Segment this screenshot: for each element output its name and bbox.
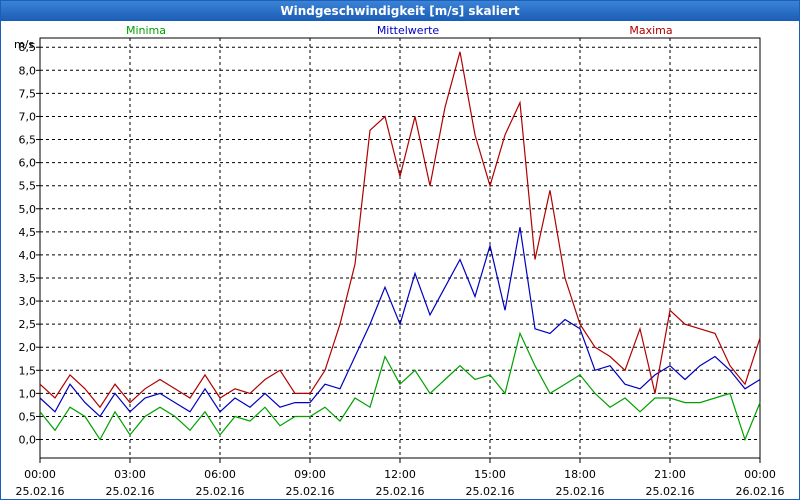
y-tick-label: 0,5 [19,410,37,423]
x-axis-labels: 00:00 25.02.16 03:00 25.02.16 06:00 25.02.16 0… [16,468,785,498]
series-line-mittelwerte [39,227,761,418]
y-tick-label: 1,5 [19,364,37,377]
y-tick-label: 5,0 [19,203,37,216]
x-tick-time: 00:00 [744,468,776,481]
x-tick-time: 03:00 [114,468,146,481]
window-title: Windgeschwindigkeit [m/s] skaliert [1,1,799,21]
y-tick-label: 5,5 [19,180,37,193]
x-tick-time: 18:00 [564,468,596,481]
x-tick-date: 25.02.16 [196,485,245,498]
y-tick-label: 4,5 [19,226,37,239]
y-tick-label: 8,5 [19,41,37,54]
x-tick-date: 25.02.16 [16,485,65,498]
y-tick-label: 7,5 [19,87,37,100]
y-tick-label: 4,0 [19,249,37,262]
x-tick-time: 12:00 [384,468,416,481]
y-tick-label: 6,5 [19,134,37,147]
y-tick-label: 7,0 [19,110,37,123]
legend-maxima: Maxima [629,24,672,37]
x-tick-time: 00:00 [24,468,56,481]
y-tick-label: 8,0 [19,64,37,77]
x-tick-date: 25.02.16 [106,485,155,498]
y-axis-unit: m/s [14,38,34,51]
y-tick-label: 2,5 [19,318,37,331]
x-tick-time: 15:00 [474,468,506,481]
y-tick-label: 0,0 [19,434,37,447]
x-tick-time: 21:00 [654,468,686,481]
x-tick-date: 25.02.16 [286,485,335,498]
series-line-maxima [39,51,761,409]
x-tick-date: 25.02.16 [466,485,515,498]
y-tick-label: 3,5 [19,272,37,285]
x-tick-date: 25.02.16 [646,485,695,498]
y-tick-label: 6,0 [19,157,37,170]
legend-mittelwerte: Mittelwerte [377,24,440,37]
x-tick-time: 06:00 [204,468,236,481]
series-line-minima [39,331,761,442]
grid-lines [36,38,761,463]
y-tick-label: 3,0 [19,295,37,308]
series-lines [39,51,761,442]
y-tick-label: 2,0 [19,341,37,354]
y-axis-labels: 0,0 0,5 1,0 1,5 2,0 2,5 3,0 3,5 4,0 4,5 5,0 5,5 6,0 6… [19,41,37,446]
x-tick-time: 09:00 [294,468,326,481]
x-tick-date: 25.02.16 [376,485,425,498]
x-tick-date: 25.02.16 [556,485,605,498]
x-tick-date: 26.02.16 [736,485,785,498]
y-tick-label: 1,0 [19,387,37,400]
legend-minima: Minima [126,24,166,37]
